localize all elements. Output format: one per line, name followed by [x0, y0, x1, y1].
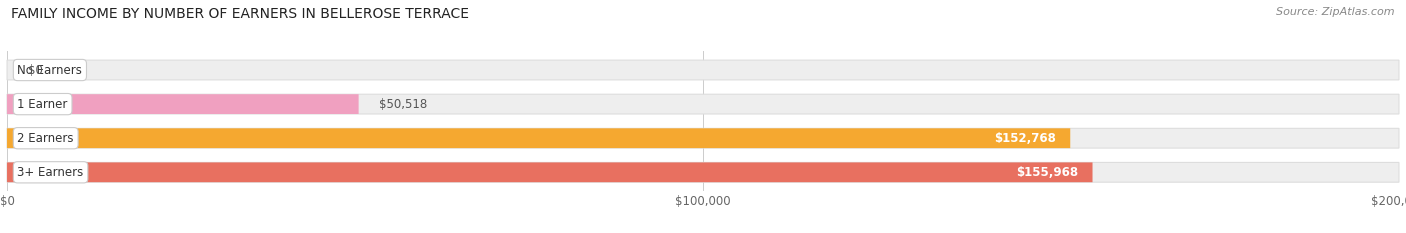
Text: 2 Earners: 2 Earners — [17, 132, 75, 145]
FancyBboxPatch shape — [7, 162, 1399, 182]
Text: $152,768: $152,768 — [994, 132, 1056, 145]
FancyBboxPatch shape — [7, 60, 1399, 80]
FancyBboxPatch shape — [7, 94, 1399, 114]
FancyBboxPatch shape — [7, 128, 1070, 148]
Text: $155,968: $155,968 — [1017, 166, 1078, 179]
Text: FAMILY INCOME BY NUMBER OF EARNERS IN BELLEROSE TERRACE: FAMILY INCOME BY NUMBER OF EARNERS IN BE… — [11, 7, 470, 21]
FancyBboxPatch shape — [7, 128, 1399, 148]
Text: $50,518: $50,518 — [380, 98, 427, 111]
Text: 3+ Earners: 3+ Earners — [17, 166, 84, 179]
FancyBboxPatch shape — [7, 162, 1092, 182]
Text: No Earners: No Earners — [17, 64, 83, 76]
Text: Source: ZipAtlas.com: Source: ZipAtlas.com — [1277, 7, 1395, 17]
Text: $0: $0 — [28, 64, 42, 76]
Text: 1 Earner: 1 Earner — [17, 98, 67, 111]
FancyBboxPatch shape — [7, 94, 359, 114]
